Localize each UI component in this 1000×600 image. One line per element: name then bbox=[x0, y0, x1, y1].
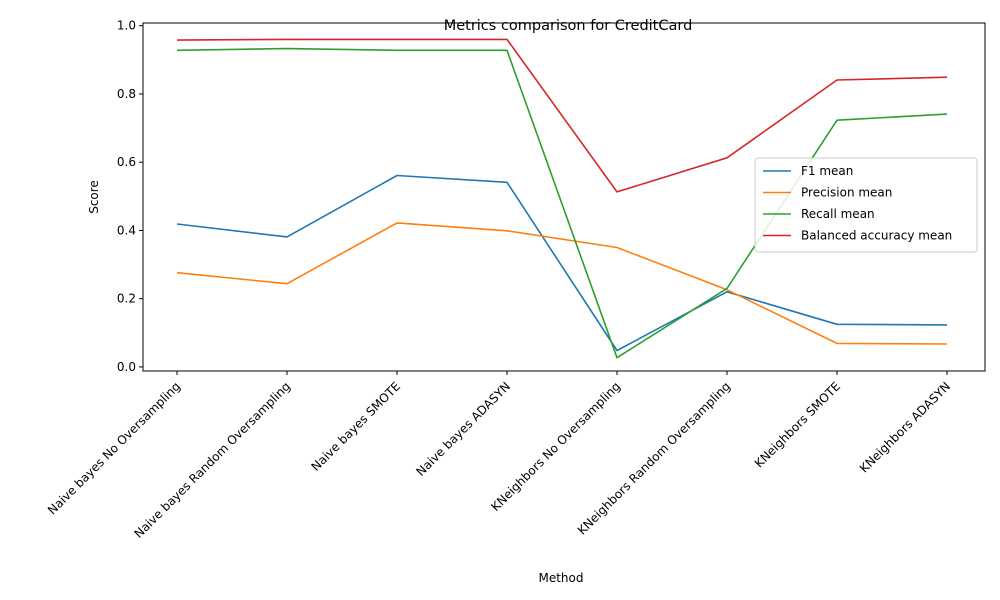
series-lines bbox=[176, 38, 948, 359]
plot-frame bbox=[142, 22, 986, 372]
legend-entry: Precision mean bbox=[801, 186, 892, 200]
series-line-2 bbox=[176, 222, 948, 345]
y-tick-label: 0.2 bbox=[117, 292, 136, 306]
y-tick-label: 1.0 bbox=[117, 19, 136, 33]
legend-entry: Recall mean bbox=[801, 207, 875, 221]
legend-entry: F1 mean bbox=[801, 164, 853, 178]
series-line-1 bbox=[176, 174, 948, 352]
y-axis-label: Score bbox=[87, 180, 101, 214]
x-tick-label: Naive bayes SMOTE bbox=[309, 379, 404, 474]
x-axis-label: Method bbox=[538, 571, 583, 585]
y-tick-label: 0.4 bbox=[117, 223, 136, 237]
x-tick-label: Naive bayes No Oversampling bbox=[45, 379, 183, 517]
x-tick-label: KNeighbors ADASYN bbox=[857, 379, 953, 475]
x-tick-label: KNeighbors No Oversampling bbox=[488, 379, 623, 514]
y-tick-label: 0.0 bbox=[117, 360, 136, 374]
y-tick-label: 0.8 bbox=[117, 87, 136, 101]
legend: F1 mean Precision mean Recall mean Balanced… bbox=[754, 157, 978, 253]
x-tick-label: KNeighbors SMOTE bbox=[752, 379, 843, 470]
x-tick-label: Naive bayes ADASYN bbox=[414, 379, 514, 479]
series-line-4 bbox=[176, 38, 948, 193]
y-axis: 0.0 0.2 0.4 0.6 0.8 1.0 bbox=[117, 19, 143, 374]
y-tick-label: 0.6 bbox=[117, 155, 136, 169]
series-line-3 bbox=[176, 47, 948, 359]
legend-box bbox=[754, 157, 978, 253]
legend-entry: Balanced accuracy mean bbox=[801, 229, 952, 243]
chart-title: Metrics comparison for CreditCard bbox=[444, 18, 693, 34]
